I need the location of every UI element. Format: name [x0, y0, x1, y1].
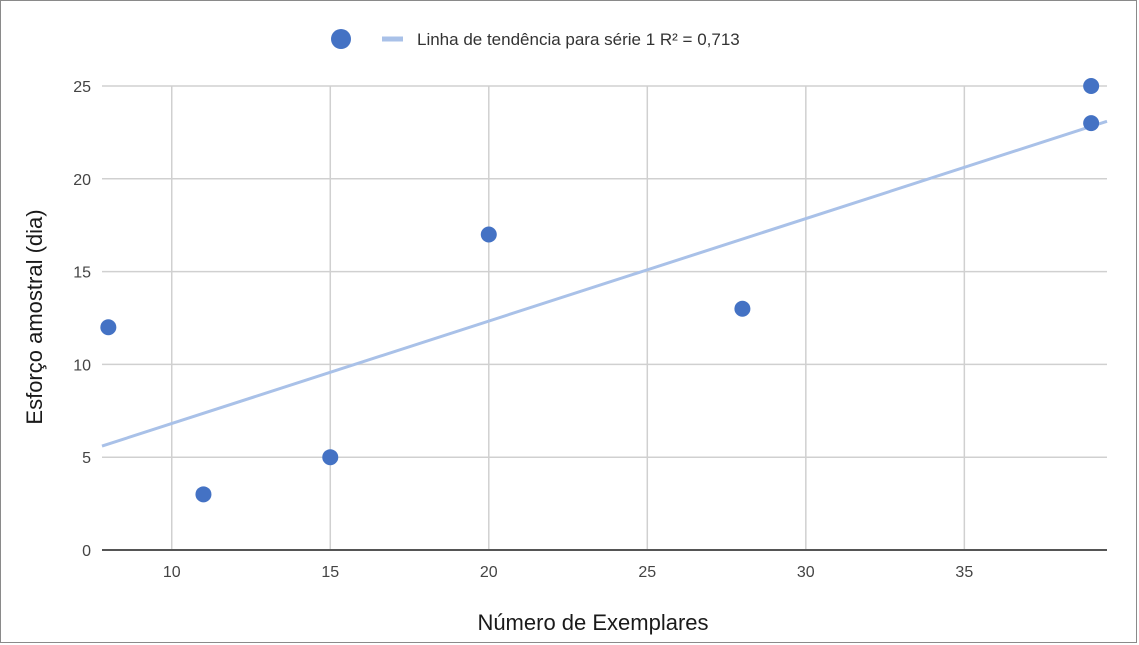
y-tick-label: 10	[73, 357, 91, 374]
y-tick-label: 5	[82, 450, 91, 467]
legend: Linha de tendência para série 1 R² = 0,7…	[331, 29, 740, 49]
data-point	[1083, 78, 1100, 94]
x-tick-label: 30	[797, 564, 815, 581]
x-tick-label: 10	[163, 564, 181, 581]
data-point	[480, 226, 497, 243]
x-tick-label: 25	[638, 564, 656, 581]
x-tick-label: 20	[480, 564, 498, 581]
legend-series-marker	[331, 29, 351, 49]
gridlines	[102, 85, 1107, 551]
x-axis-title: Número de Exemplares	[477, 610, 708, 635]
data-points	[100, 78, 1100, 503]
data-point	[195, 486, 212, 503]
data-point	[100, 319, 117, 336]
x-tick-label: 35	[955, 564, 973, 581]
legend-trendline-label: Linha de tendência para série 1 R² = 0,7…	[417, 30, 740, 49]
data-point	[322, 449, 339, 466]
data-point	[734, 300, 751, 317]
x-tick-label: 15	[321, 564, 339, 581]
tick-labels: 0 5 10 15 20 25 10 15 20 25 30 35	[73, 79, 973, 581]
y-tick-label: 25	[73, 79, 91, 96]
data-point	[1083, 115, 1100, 132]
y-tick-label: 15	[73, 265, 91, 282]
y-tick-label: 20	[73, 172, 91, 189]
y-axis-title: Esforço amostral (dia)	[22, 209, 47, 424]
y-tick-label: 0	[82, 543, 91, 560]
trendline	[101, 119, 1108, 448]
trendline-group	[101, 119, 1108, 448]
